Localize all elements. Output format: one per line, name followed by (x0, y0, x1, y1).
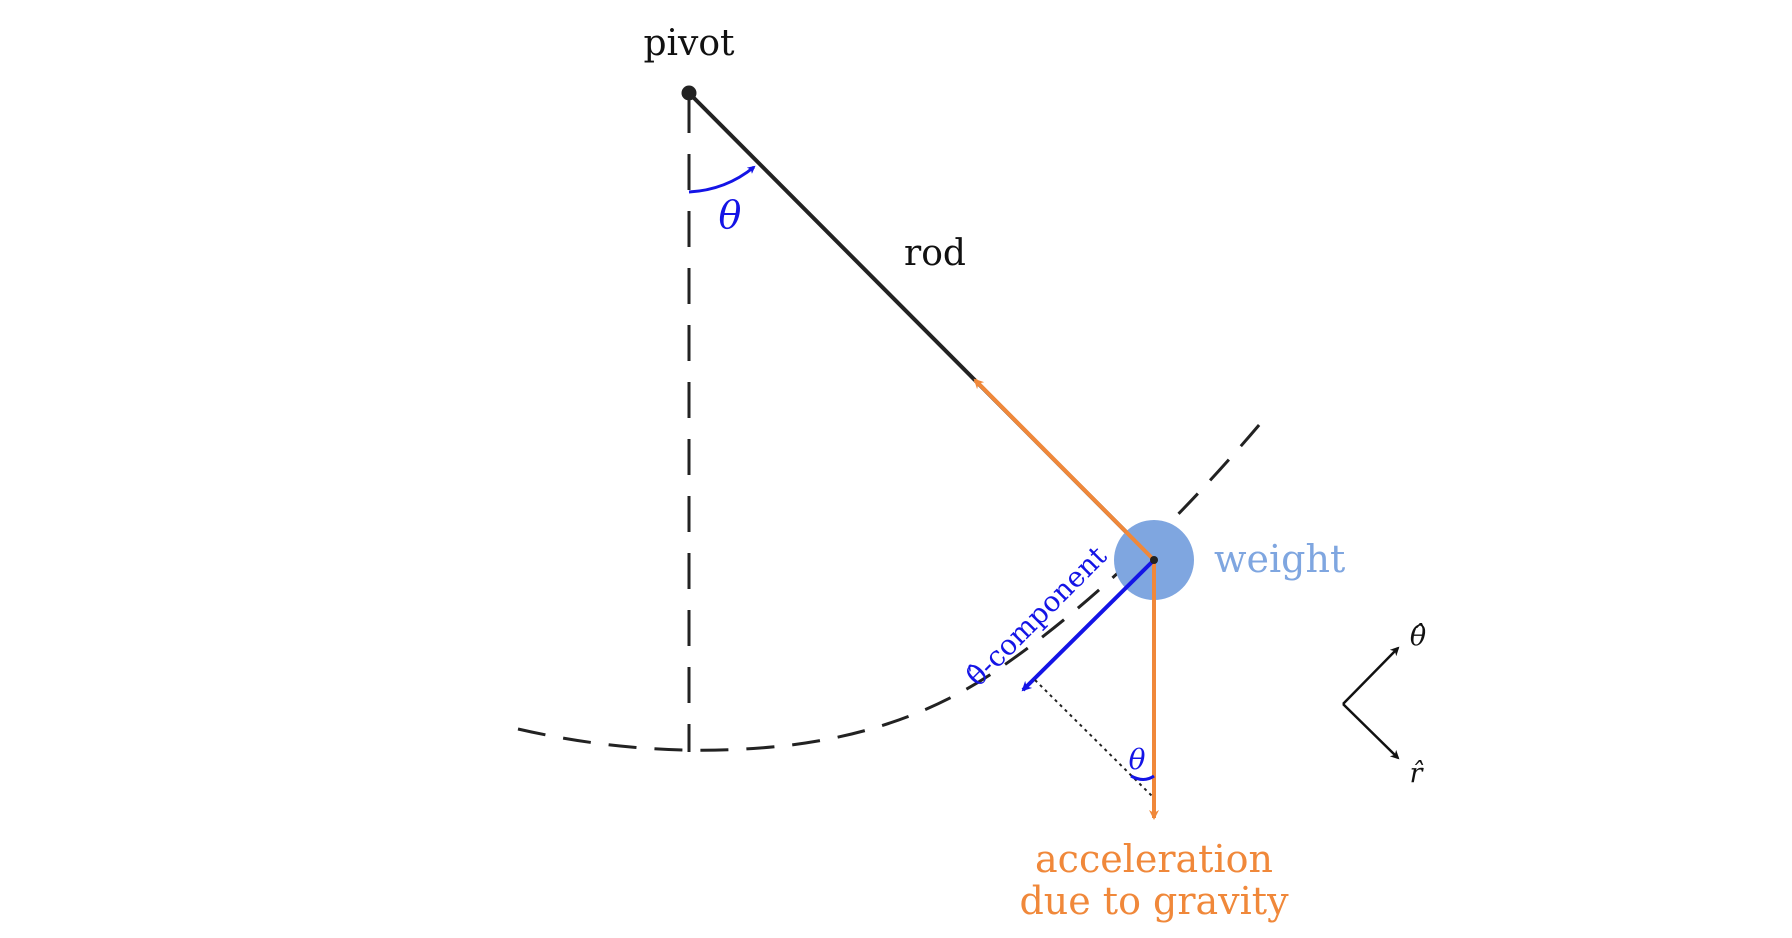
gravity-label-line2: due to gravity (1019, 879, 1289, 923)
theta-angle-label: θ (719, 193, 742, 237)
r-hat-label: r̂ (1410, 758, 1425, 789)
r-hat-arrow (1342, 703, 1400, 760)
weight-center (1150, 556, 1158, 564)
small-theta-label: θ (1129, 743, 1146, 776)
small-angle-arc (1130, 774, 1155, 781)
theta-hat-label: θ̂ (1410, 621, 1426, 652)
theta-hat-arrow (1342, 646, 1400, 705)
rod-label: rod (904, 233, 966, 274)
rod-direction-arrow (973, 378, 1156, 562)
projection-line (1034, 679, 1155, 799)
gravity-label-line1: acceleration (1035, 837, 1273, 881)
pivot-label: pivot (643, 23, 735, 64)
theta-component-arrow (1021, 558, 1156, 692)
theta-angle-arc (688, 165, 756, 194)
theta-component-label: θ̂-component (960, 539, 1114, 693)
weight-label: weight (1214, 537, 1345, 581)
pivot-point (681, 85, 697, 101)
